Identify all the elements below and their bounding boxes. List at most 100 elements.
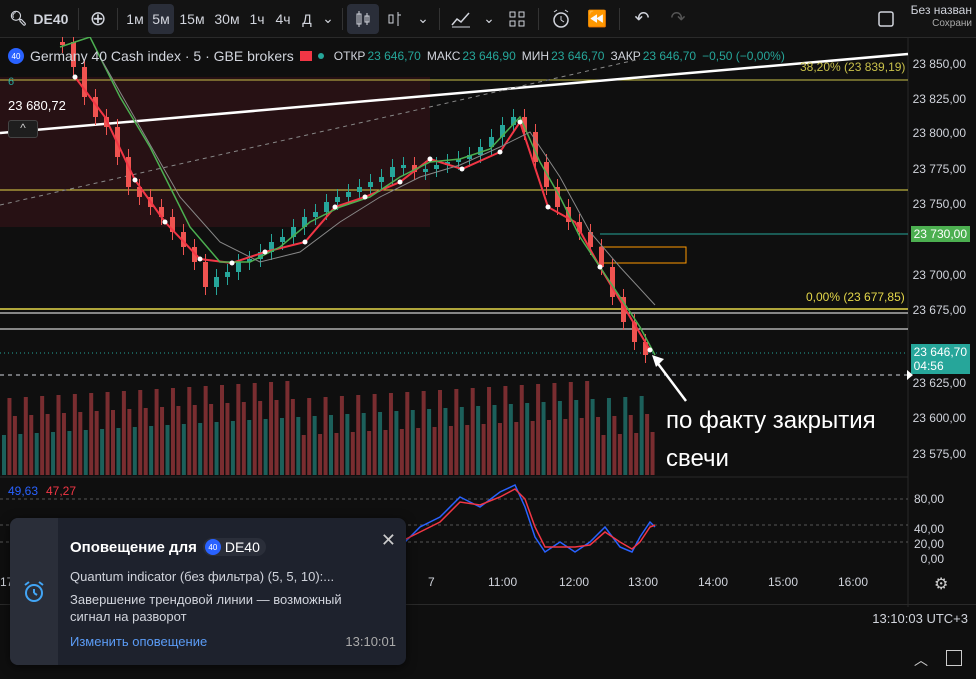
candle [203, 262, 208, 287]
volume-bar [487, 387, 492, 475]
pivot-dot [545, 204, 551, 210]
volume-group [2, 381, 655, 475]
collapse-button[interactable]: ^ [8, 120, 38, 138]
undo-icon[interactable]: ↶ [634, 8, 650, 28]
interval-1m[interactable]: 1м [126, 10, 144, 27]
volume-bar [258, 401, 263, 475]
interval-d[interactable]: Д [302, 10, 312, 27]
candles-icon[interactable] [347, 3, 379, 34]
time-label: 11:00 [488, 575, 518, 589]
volume-bar [149, 426, 154, 475]
bar-style-icon[interactable] [379, 4, 411, 34]
current-price-tag: 23 646,70 04:56 [910, 344, 970, 374]
layout-checkbox-icon[interactable] [872, 4, 900, 34]
volume-bar [356, 395, 361, 475]
candle [390, 167, 395, 177]
flag-icon[interactable] [299, 51, 312, 61]
volume-bar [220, 385, 224, 475]
stoch-d-line [399, 488, 656, 550]
volume-bar [601, 435, 606, 475]
candle [412, 165, 417, 172]
candle [621, 297, 626, 322]
interval-30m[interactable]: 30м [214, 10, 240, 27]
candle [225, 272, 230, 277]
volume-bar [176, 406, 181, 475]
pivot-dot [459, 166, 465, 172]
volume-bar [56, 395, 61, 475]
add-symbol-button[interactable]: ⊕ [89, 8, 107, 30]
clock[interactable]: 13:10:03 UTC+3 [872, 611, 968, 626]
alert-popup[interactable]: Оповещение для 40 DE40 ✕ Quantum indicat… [10, 518, 406, 665]
volume-bar [606, 398, 611, 475]
price-chart[interactable] [0, 37, 976, 607]
volume-bar [497, 423, 502, 475]
alert-symbol-chip[interactable]: 40 DE40 [202, 538, 266, 556]
collapse-panel-icon[interactable]: ︿ [914, 652, 928, 668]
candle [610, 267, 615, 297]
alert-icon[interactable] [543, 4, 579, 34]
price-axis-label: 23 825,00 [912, 92, 966, 106]
interval-4h[interactable]: 4ч [275, 10, 291, 27]
volume-bar [192, 405, 197, 475]
volume-bar [45, 414, 50, 475]
interval-15m[interactable]: 15м [179, 10, 205, 27]
close-icon[interactable]: ✕ [380, 530, 396, 550]
volume-bar [214, 422, 219, 475]
layout-title: Без назван [910, 3, 972, 17]
chevron-down-icon[interactable]: ⌄ [483, 10, 495, 26]
volume-bar [634, 433, 639, 475]
candle [533, 132, 538, 162]
replay-icon[interactable]: ⏪ [587, 10, 607, 28]
legend-left-value: 6 [8, 76, 15, 88]
volume-bar [312, 416, 317, 475]
edit-alert-link[interactable]: Изменить оповещение [70, 634, 208, 649]
candle [291, 227, 296, 237]
interval-5m[interactable]: 5м [148, 3, 174, 34]
settings-gear-icon[interactable]: ⚙ [934, 576, 949, 593]
chart-legend[interactable]: 40 Germany 40 Cash index · 5 · GBE broke… [8, 48, 785, 64]
symbol-search[interactable]: 🔍︎ DE40 [0, 4, 74, 34]
ohlc-values: ОТКР 23 646,70 МАКС 23 646,90 МИН 23 646,70… [333, 49, 785, 63]
layout-grid-icon[interactable] [500, 4, 534, 34]
volume-bar [187, 387, 192, 475]
interval-1h[interactable]: 1ч [249, 10, 265, 27]
green-price-tag: 23 730,00 [910, 226, 970, 242]
volume-bar [639, 396, 644, 475]
volume-bar [476, 406, 481, 475]
volume-bar [438, 390, 442, 475]
candle [467, 155, 472, 159]
pivot-dot [162, 219, 168, 225]
volume-bar [225, 403, 230, 475]
volume-bar [203, 386, 208, 475]
price-axis-label: 23 800,00 [912, 126, 966, 140]
candle [247, 259, 252, 262]
candle [93, 97, 98, 117]
annotation-arrowhead [652, 355, 664, 367]
volume-bar [230, 421, 235, 475]
candle [71, 42, 76, 67]
osc-axis-label: 80,00 [913, 492, 944, 506]
candle [478, 147, 483, 155]
annotation-line-1: по факту закрытия [666, 407, 876, 434]
redo-icon[interactable]: ↷ [670, 8, 686, 28]
candle [599, 247, 604, 267]
alert-title: Оповещение для 40 DE40 [70, 538, 266, 556]
maximize-panel-icon[interactable] [946, 650, 962, 666]
volume-bar [350, 432, 355, 475]
volume-bar [427, 409, 432, 475]
current-price: 23 646,70 [913, 345, 967, 359]
pivot-dot [132, 177, 138, 183]
volume-bar [132, 427, 137, 475]
volume-bar [579, 418, 584, 475]
volume-bar [596, 417, 601, 475]
chevron-down-icon[interactable]: ⌄ [322, 10, 334, 26]
volume-bar [623, 397, 628, 475]
indicators-icon[interactable] [444, 4, 478, 34]
separator [117, 7, 118, 30]
fib-label-top: 38,20% (23 839,19) [800, 60, 906, 74]
volume-bar [307, 398, 312, 475]
volume-bar [514, 422, 519, 475]
layout-name[interactable]: Без назван Сохрани [911, 3, 972, 31]
chevron-down-icon[interactable]: ⌄ [417, 10, 429, 26]
volume-bar [40, 396, 45, 475]
